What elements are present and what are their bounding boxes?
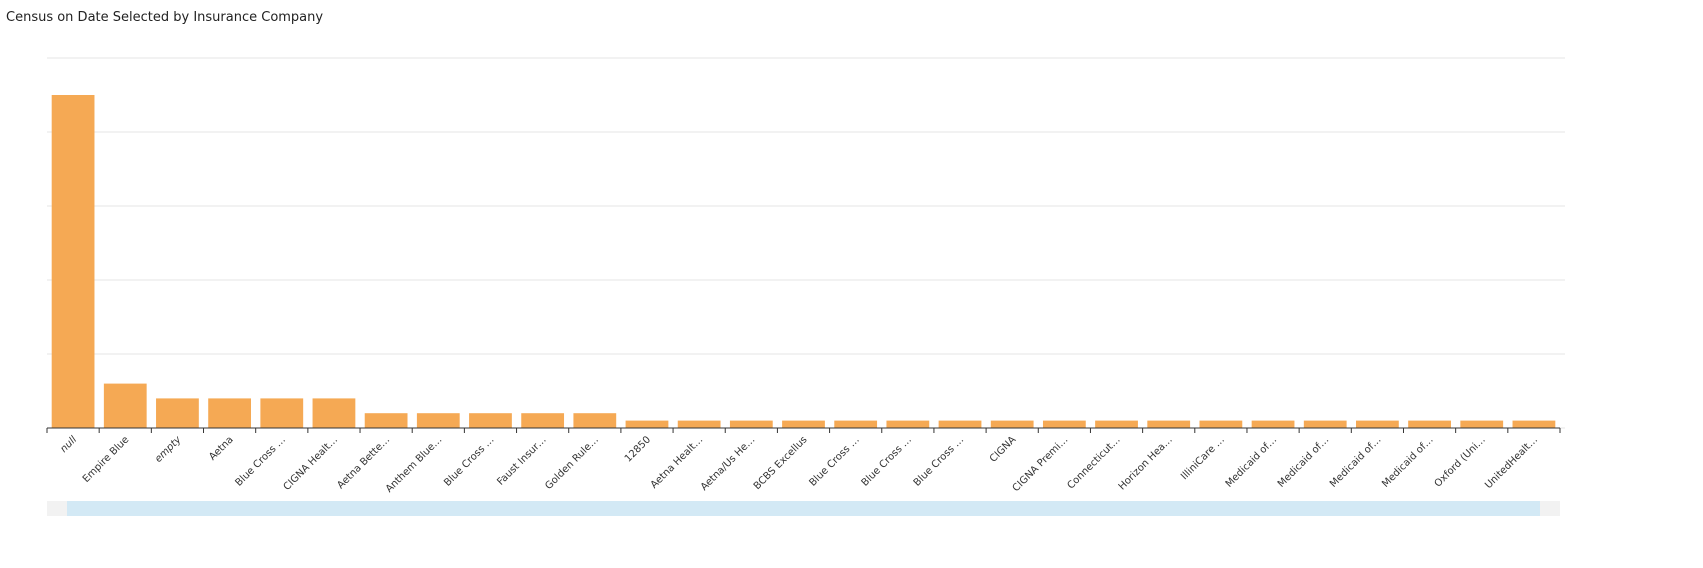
bar [1303,420,1347,428]
bar [469,413,512,428]
bar [103,383,147,428]
x-tick-label: null [59,434,80,455]
bar [834,420,878,428]
bar [1095,420,1138,428]
bar [1408,420,1451,428]
x-tick-label: Horizon Hea… [1117,434,1175,492]
bar [990,420,1034,428]
x-tick-label: CIGNA Healt… [282,434,340,492]
x-tick-label: empty [153,434,184,465]
bar [938,420,982,428]
x-tick-label: CIGNA [988,434,1019,465]
bar [886,420,930,428]
bar [208,398,251,428]
x-tick-label: UnitedHealt… [1483,434,1540,491]
x-tick-label: Golden Rule… [543,434,601,492]
x-tick-label: Oxford (Uni… [1433,434,1488,489]
bar [1251,420,1295,428]
x-tick-label: Medicaid of… [1276,434,1331,489]
chart-title: Census on Date Selected by Insurance Com… [6,10,323,25]
x-tick-label: Anthem Blue… [384,434,445,495]
x-tick-label: Aetna Healt… [649,434,705,490]
x-tick-label: Faust Insur… [495,434,548,487]
x-tick-label: Medicaid of… [1328,434,1383,489]
bar [1460,420,1504,428]
x-tick-label: Empire Blue [81,434,132,485]
x-tick-label: Blue Cross … [442,434,496,488]
x-tick-label: Aetna [207,434,235,462]
x-tick-label: Aetna Bette… [335,434,392,491]
bar [312,398,356,428]
x-tick-label: 12850 [623,434,653,464]
bar [625,420,669,428]
x-tick-label: IlliniCare … [1179,434,1227,482]
x-tick-label: Blue Cross … [807,434,861,488]
x-tick-label: Medicaid of… [1224,434,1279,489]
bar [260,398,304,428]
bar [1147,420,1191,428]
bar [782,420,825,428]
x-tick-label: Blue Cross … [860,434,914,488]
bar [1042,420,1086,428]
x-tick-label: Connecticut… [1065,434,1122,491]
x-tick-label: Medicaid of… [1380,434,1435,489]
bar [677,420,721,428]
bar [51,95,95,428]
bar [156,398,199,428]
bar [364,413,408,428]
bar [573,413,617,428]
x-tick-label: BCBS Excellus [752,434,810,492]
x-tick-label: Blue Cross … [912,434,966,488]
x-tick-label: Aetna/Us He… [699,434,758,493]
bar [1512,420,1556,428]
x-tick-label: CIGNA Premi… [1011,434,1071,494]
bar [1199,420,1243,428]
bar [1356,420,1399,428]
bar [416,413,460,428]
bar [729,420,773,428]
bar [521,413,565,428]
scrollbar-thumb[interactable] [67,501,1540,516]
x-tick-label: Blue Cross … [234,434,288,488]
